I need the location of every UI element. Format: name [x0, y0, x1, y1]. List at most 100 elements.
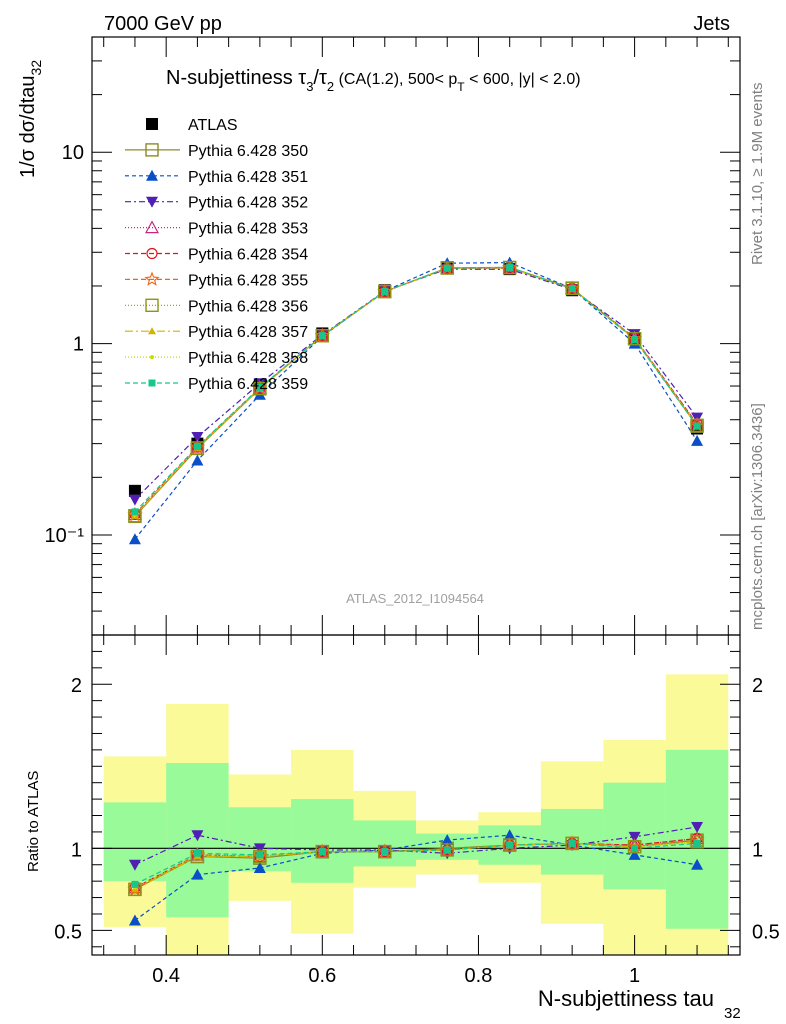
data-point-7-7	[565, 281, 579, 296]
ratio-point-6-2	[253, 849, 267, 864]
rivet-side-label: Rivet 3.1.10, ≥ 1.9M events	[749, 83, 766, 266]
legend-marker-9	[150, 355, 154, 360]
ratio-line-9	[134, 842, 698, 885]
legend-label-9: Pythia 6.428 358	[188, 350, 308, 367]
ratio-point-6-6	[502, 838, 517, 852]
ratio-line-1	[134, 834, 698, 921]
ratio-point-2-1	[191, 830, 204, 842]
legend: ATLAS Pythia 6.428 350 Pythia 6.428 351 Pyt…	[125, 117, 308, 393]
legend-marker-2	[146, 169, 158, 181]
legend-marker-10	[148, 379, 156, 387]
data-point-3-2	[253, 378, 266, 390]
ratio-point-1-8	[628, 848, 641, 860]
legend-label-3: Pythia 6.428 352	[188, 195, 308, 212]
title-rest: (CA(1.2), 500< p	[334, 71, 457, 88]
data-point-10-8	[631, 336, 639, 344]
y-axis-label-sub: 32	[28, 60, 44, 76]
main-y-tick-label: 10⁻¹	[45, 525, 85, 547]
data-point-7-5	[440, 261, 454, 275]
legend-label-1: Pythia 6.428 350	[188, 143, 308, 160]
mcplots-side-label: mcplots.cern.ch [arXiv:1306.3436]	[749, 403, 766, 630]
ratio-point-9-6	[506, 841, 514, 849]
series-line-9	[134, 267, 698, 516]
ratio-y-tick-label-left: 1	[71, 839, 82, 861]
ratio-point-9-7	[568, 839, 576, 847]
data-point-10-6	[506, 263, 514, 271]
ratio-point-1-0	[128, 914, 141, 926]
data-point-7-6	[502, 261, 517, 275]
ratio-axes: 0.5 0.5 1 1 2 2 0.4 0.6 0.8 1	[54, 634, 780, 987]
ratio-panel: 0.5 0.5 1 1 2 2 0.4 0.6 0.8 1	[54, 634, 780, 987]
header-left: 7000 GeV pp	[104, 13, 222, 35]
title-slash: /τ	[313, 67, 327, 89]
inner-band-2	[228, 807, 292, 872]
ratio-series-lines	[134, 826, 698, 921]
chart-title: N-subjettiness τ3/τ2 (CA(1.2), 500< pT <…	[166, 67, 581, 94]
ratio-point-9-8	[631, 844, 639, 852]
ratio-point-6-9	[690, 835, 704, 849]
ratio-point-9-2	[256, 851, 264, 859]
ratio-point-6-8	[627, 839, 642, 854]
main-series-markers	[127, 256, 705, 545]
x-tick-label: 0.8	[465, 965, 493, 987]
ratio-y-tick-label-right: 0.5	[752, 921, 780, 943]
ratio-y-tick-label-left: 0.5	[54, 921, 82, 943]
data-point-10-2	[256, 383, 264, 391]
ratio-point-6-5	[440, 843, 454, 857]
ratio-point-6-7	[565, 836, 579, 851]
ratio-line-2	[134, 826, 698, 866]
title-sub3: T	[457, 80, 465, 94]
data-point-7-9	[690, 418, 704, 433]
ratio-point-1-2	[253, 862, 266, 874]
ratio-point-1-5	[441, 834, 454, 846]
series-line-10	[134, 266, 698, 513]
data-point-10-3	[318, 332, 326, 340]
title-sub2: 2	[327, 79, 334, 94]
data-point-10-0	[131, 508, 139, 516]
ratio-point-1-9	[691, 858, 704, 870]
ratio-y-tick-label-right: 2	[752, 675, 763, 697]
data-point-0-0	[128, 484, 141, 497]
data-point-10-1	[193, 442, 201, 450]
legend-marker-7	[145, 298, 159, 312]
data-point-7-1	[190, 441, 205, 455]
data-point-2-9	[691, 434, 704, 446]
legend-marker-5	[146, 247, 158, 260]
ratio-uncertainty-bands	[103, 674, 729, 955]
y-axis-label: 1/σ dσ/dtau32	[17, 60, 44, 178]
ratio-point-9-9	[693, 839, 701, 847]
data-point-3-8	[628, 329, 641, 341]
data-point-3-0	[128, 494, 141, 506]
ratio-series-markers	[127, 822, 705, 926]
title-end: < 600, |y| < 2.0)	[465, 71, 581, 88]
x-tick-label: 0.4	[152, 965, 180, 987]
x-axis-label: N-subjettiness tau	[538, 986, 714, 1011]
legend-marker-0	[146, 118, 158, 130]
ratio-point-6-3	[315, 844, 330, 859]
data-point-7-3	[315, 328, 330, 343]
legend-marker-4	[144, 220, 160, 234]
ratio-point-2-0	[128, 859, 141, 871]
legend-label-8: Pythia 6.428 357	[188, 324, 308, 341]
data-point-2-0	[128, 533, 141, 545]
legend-label-2: Pythia 6.428 351	[188, 169, 308, 186]
main-y-tick-label: 1	[73, 334, 84, 356]
ratio-point-1-1	[191, 868, 204, 880]
data-point-7-2	[253, 381, 267, 396]
legend-label-10: Pythia 6.428 359	[188, 376, 308, 393]
ratio-point-9-4	[381, 848, 389, 856]
ratio-line-8	[134, 841, 698, 889]
data-point-10-5	[443, 264, 451, 272]
ratio-y-tick-label-right: 1	[752, 839, 763, 861]
data-point-3-1	[191, 431, 204, 443]
legend-label-7: Pythia 6.428 356	[188, 298, 308, 315]
main-y-tick-label: 10	[62, 142, 84, 164]
main-series-lines	[134, 261, 698, 540]
data-point-7-8	[627, 332, 642, 346]
title-main: N-subjettiness τ	[166, 67, 306, 89]
y-axis-label-main: 1/σ dσ/dtau	[17, 75, 39, 178]
ratio-point-6-4	[378, 844, 392, 859]
ratio-point-2-9	[691, 822, 704, 833]
x-axis-label-sub: 32	[724, 1005, 741, 1022]
